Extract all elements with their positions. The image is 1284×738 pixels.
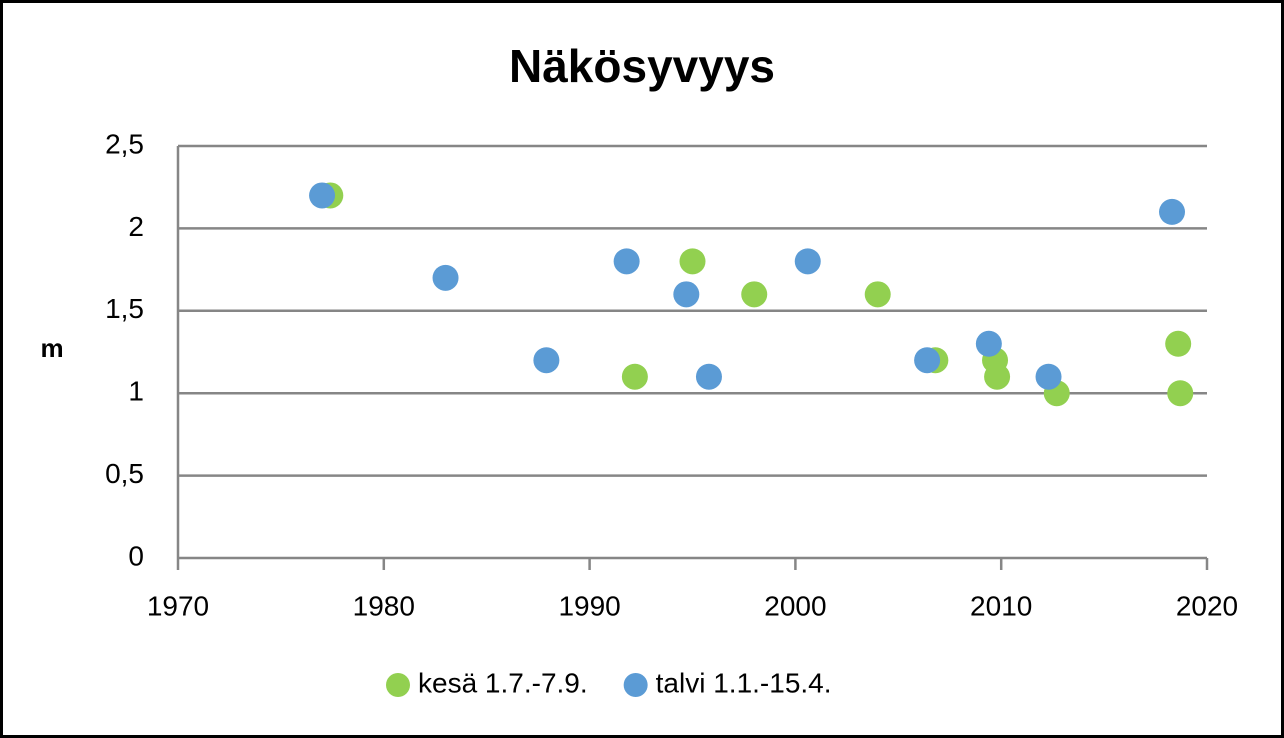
y-tick-label: 2 (128, 211, 144, 242)
x-tick-label: 2010 (970, 590, 1032, 621)
x-tick-label: 1990 (558, 590, 620, 621)
point (1165, 330, 1192, 357)
point (613, 248, 640, 275)
point (679, 248, 706, 275)
point (984, 363, 1011, 390)
point (695, 363, 722, 390)
x-tick-label: 2000 (764, 590, 826, 621)
y-tick-label: 0,5 (105, 458, 144, 489)
y-tick-label: 0 (128, 540, 144, 571)
y-tick-label: 1 (128, 376, 144, 407)
point (621, 363, 648, 390)
point (1167, 380, 1194, 407)
point (1159, 198, 1186, 225)
point (309, 182, 336, 209)
x-tick-label: 2020 (1176, 590, 1238, 621)
x-tick-label: 1980 (353, 590, 415, 621)
point (1035, 363, 1062, 390)
point (741, 281, 768, 308)
y-axis-label: m (40, 333, 63, 363)
y-tick-label: 1,5 (105, 293, 144, 324)
point (864, 281, 891, 308)
point (432, 264, 459, 291)
point (794, 248, 821, 275)
y-tick-label: 2,5 (105, 128, 144, 159)
x-tick-label: 1970 (147, 590, 209, 621)
chart-title: Näkösyvyys (509, 40, 775, 92)
legend-marker (623, 673, 648, 697)
legend-label: kesä 1.7.-7.9. (418, 667, 588, 698)
legend-marker (386, 673, 410, 697)
point (975, 330, 1002, 357)
legend-label: talvi 1.1.-15.4. (656, 667, 832, 698)
point (673, 281, 700, 308)
point (533, 347, 560, 374)
point (914, 347, 941, 374)
